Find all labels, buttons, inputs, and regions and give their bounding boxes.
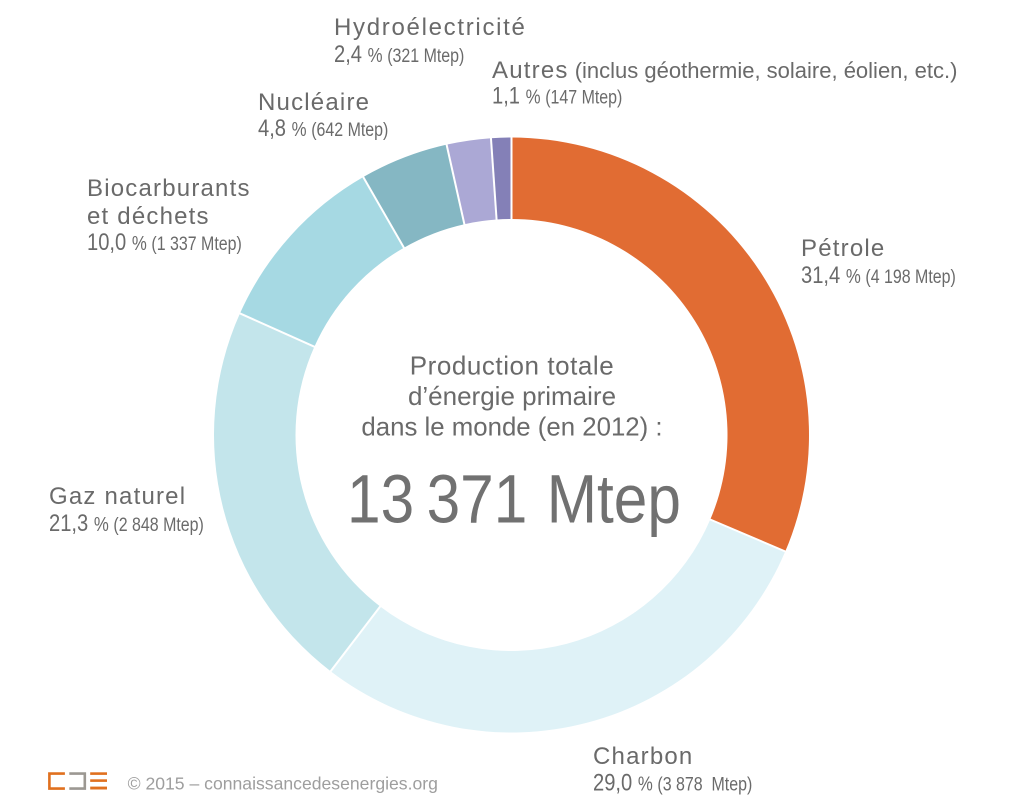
svg-text:Nucléaire: Nucléaire bbox=[258, 89, 370, 116]
svg-text:29,0 % (3 878 Mtep): 29,0 % (3 878 Mtep) bbox=[593, 769, 752, 796]
svg-text:© 2015 – connaissancedesenergi: © 2015 – connaissancedesenergies.org bbox=[128, 774, 438, 794]
svg-text:Gaz naturel: Gaz naturel bbox=[49, 483, 186, 510]
svg-text:21,3 % (2 848 Mtep): 21,3 % (2 848 Mtep) bbox=[49, 509, 204, 536]
svg-text:dans le monde (en 2012) :: dans le monde (en 2012) : bbox=[361, 414, 662, 442]
svg-text:10,0 % (1 337 Mtep): 10,0 % (1 337 Mtep) bbox=[87, 228, 242, 255]
svg-text:Pétrole: Pétrole bbox=[801, 235, 885, 262]
svg-text:Biocarburants: Biocarburants bbox=[87, 175, 251, 202]
svg-text:31,4 % (4 198 Mtep): 31,4 % (4 198 Mtep) bbox=[801, 261, 956, 288]
svg-text:4,8 % (642 Mtep): 4,8 % (642 Mtep) bbox=[258, 114, 388, 141]
svg-text:Hydroélectricité: Hydroélectricité bbox=[334, 14, 527, 41]
svg-text:1,1 % (147 Mtep): 1,1 % (147 Mtep) bbox=[492, 82, 622, 109]
svg-text:d’énergie primaire: d’énergie primaire bbox=[408, 381, 616, 411]
svg-text:Autres (inclus géothermie, sol: Autres (inclus géothermie, solaire, éoli… bbox=[492, 57, 957, 84]
svg-text:2,4 % (321 Mtep): 2,4 % (321 Mtep) bbox=[334, 40, 464, 67]
svg-text:13 371 Mtep: 13 371 Mtep bbox=[347, 460, 681, 538]
svg-text:Production totale: Production totale bbox=[410, 350, 614, 380]
svg-text:Charbon: Charbon bbox=[593, 743, 693, 770]
svg-text:et déchets: et déchets bbox=[87, 203, 210, 230]
